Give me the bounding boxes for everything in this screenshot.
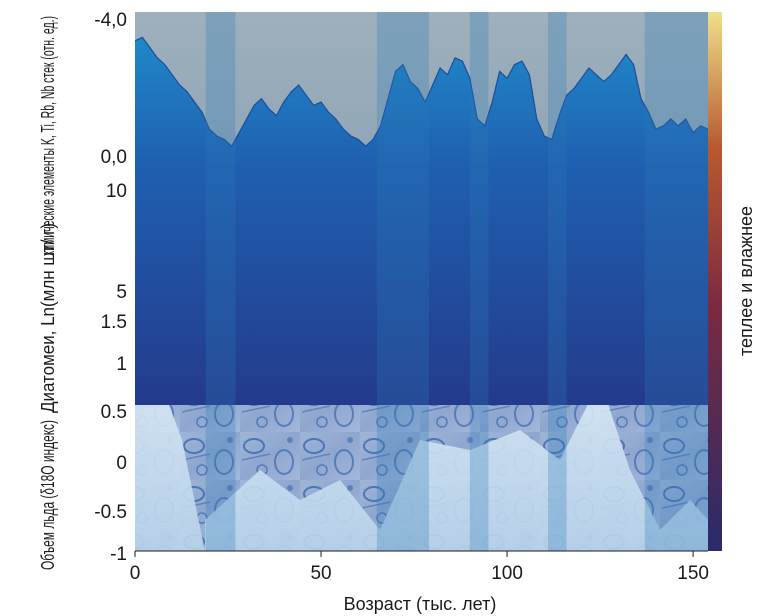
- warm-band: [548, 12, 567, 551]
- y-tick-label: -0.5: [94, 502, 127, 523]
- x-tick-label: 50: [310, 563, 331, 584]
- y-tick-label: 5: [116, 282, 127, 303]
- warm-band: [205, 12, 236, 551]
- y-axis-label-ice: Объем льда (δ18О индекс): [38, 420, 58, 570]
- warm-band: [376, 12, 429, 551]
- warm-band: [469, 12, 489, 551]
- y-tick-label: 1.5: [101, 312, 127, 333]
- y-axis-label-elements: химические элементы K, Ti, Rb, Nb стек (…: [38, 16, 58, 256]
- y-tick-label: 10: [106, 181, 127, 202]
- element-stack-line: [135, 36, 708, 148]
- y-tick-label: 0: [116, 453, 127, 474]
- x-axis: 0 50 100 150: [130, 550, 709, 584]
- x-tick-label: 0: [130, 563, 141, 584]
- y-tick-label: 1: [116, 354, 127, 375]
- background-ice: [135, 368, 708, 551]
- warm-interval-bands: [205, 12, 708, 551]
- y-tick-label: -1: [110, 544, 127, 565]
- x-axis-label: Возраст (тыс. лет): [344, 594, 497, 614]
- x-tick-label: 150: [677, 563, 709, 584]
- y-tick-label: 0,0: [101, 147, 127, 168]
- element-stack-series: [135, 37, 708, 406]
- y-tick-label: 0.5: [101, 402, 127, 423]
- x-tick-label: 100: [491, 563, 523, 584]
- warm-band: [644, 12, 708, 551]
- colorbar-label: теплее и влажнее: [736, 206, 756, 356]
- y-axis-label-diatoms: Диатомеи, Ln(млн шт/ г): [38, 223, 58, 413]
- colorbar: [708, 12, 722, 551]
- y-tick-label: -4,0: [94, 10, 127, 31]
